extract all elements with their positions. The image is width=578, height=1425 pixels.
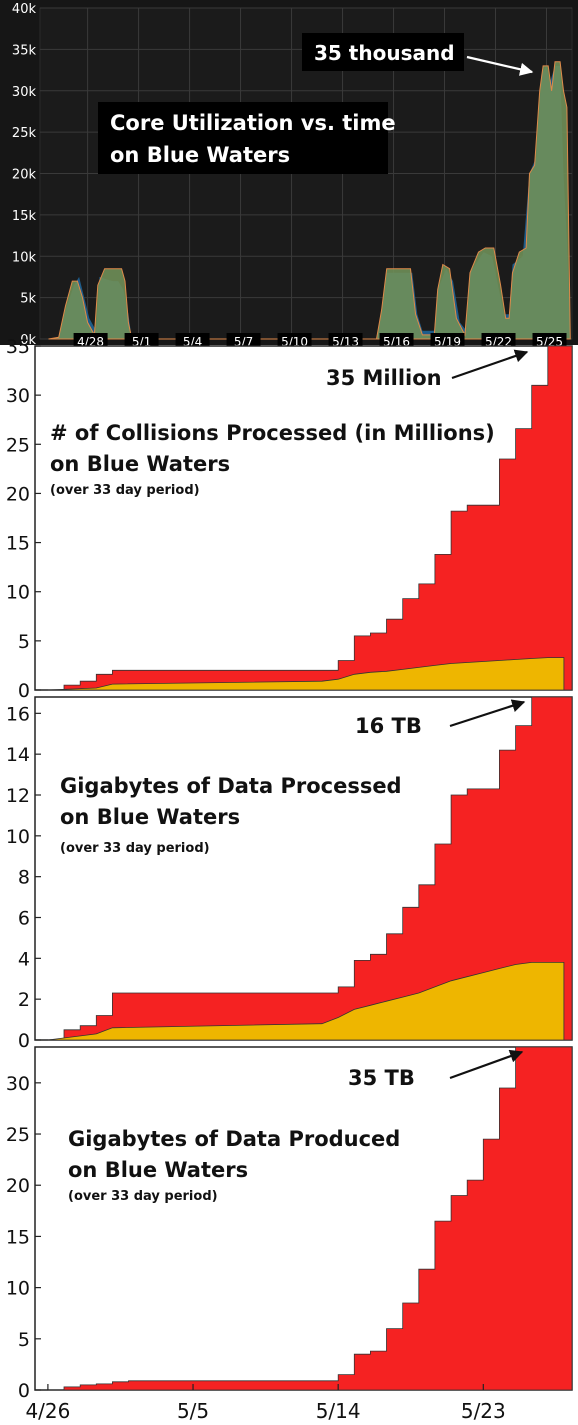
title-background (98, 102, 388, 174)
ytick-label: 25k (12, 126, 37, 141)
ytick-label: 0k (20, 333, 36, 348)
chart-title: on Blue Waters (68, 1158, 248, 1182)
ytick-label: 0 (18, 1030, 30, 1052)
annotation-arrow (466, 55, 534, 76)
ytick-label: 35 (6, 336, 30, 358)
chart-panel-3: 0 2 4 6 8 10 12 14 16 Gigabytes of Data Processed… (6, 696, 573, 1052)
series-area-1 (47, 696, 573, 1041)
xtick-label: 5/23 (461, 1399, 506, 1423)
ytick-label: 30 (6, 385, 30, 407)
ytick-label: 0 (18, 680, 30, 702)
chart-title: Gigabytes of Data Produced (68, 1127, 400, 1151)
xtick-label-bg (532, 333, 567, 349)
annotation-label: 35 Million (326, 366, 442, 390)
ytick-label: 20 (6, 1175, 30, 1197)
ytick-label: 25 (6, 1124, 30, 1146)
ytick-label: 30k (12, 85, 37, 100)
annotation-background (302, 33, 464, 71)
ytick-label: 10 (6, 1278, 30, 1300)
series-area-1 (47, 1046, 573, 1391)
chart-title: on Blue Waters (60, 805, 240, 829)
chart-title: on Blue Waters (50, 452, 230, 476)
chart-title: Core Utilization vs. time (110, 111, 396, 135)
ytick-label: 15 (6, 533, 30, 555)
chart-subtitle: (over 33 day period) (50, 483, 200, 498)
ytick-label: 12 (6, 785, 30, 807)
ytick-label: 14 (6, 744, 30, 766)
ytick-label: 5k (20, 292, 36, 307)
series-area-2 (48, 61, 571, 340)
chart-title: Gigabytes of Data Processed (60, 774, 402, 798)
ytick-label: 10 (6, 582, 30, 604)
ytick-label: 20k (12, 168, 37, 183)
xtick-label: 5/5 (177, 1399, 209, 1423)
annotation-label: 35 TB (348, 1066, 415, 1090)
ytick-label: 35k (12, 43, 37, 58)
xtick-label-bg (379, 333, 414, 349)
xtick-label: 4/26 (25, 1399, 70, 1423)
ytick-label: 5 (18, 1329, 30, 1351)
annotation-label: 35 thousand (314, 41, 455, 65)
ytick-label: 6 (18, 908, 30, 930)
ytick-label: 15 (6, 1226, 30, 1248)
chart-subtitle: (over 33 day period) (68, 1189, 218, 1204)
ytick-label: 15k (12, 209, 37, 224)
ytick-label: 20 (6, 483, 30, 505)
annotation-arrow (451, 349, 529, 380)
ytick-label: 2 (18, 989, 30, 1011)
chart-title: # of Collisions Processed (in Millions) (50, 421, 495, 445)
chart-panel-4: 0 5 10 15 20 25 30 4/26 5/5 5/14 5/23 Gigabytes of … (6, 1046, 573, 1423)
ytick-label: 8 (18, 867, 30, 889)
xtick-label-bg (277, 333, 312, 349)
xtick-label-bg (124, 333, 159, 349)
ytick-label: 0 (18, 1380, 30, 1402)
ytick-label: 10 (6, 826, 30, 848)
xtick-label-bg (175, 333, 210, 349)
ytick-label: 16 (6, 703, 30, 725)
chart-subtitle: (over 33 day period) (60, 841, 210, 856)
xtick-label-bg (226, 333, 261, 349)
ytick-label: 30 (6, 1073, 30, 1095)
series-area-2 (47, 962, 565, 1041)
xtick-label: 5/14 (316, 1399, 361, 1423)
ytick-label: 5 (18, 631, 30, 653)
xtick-label-bg (481, 333, 516, 349)
annotation-arrow (449, 699, 526, 728)
series-area-1 (47, 345, 573, 691)
chart-panel-2: 0 5 10 15 20 25 30 35 # of Collisions Processed … (6, 336, 573, 702)
ytick-label: 25 (6, 434, 30, 456)
xtick-label-bg (73, 333, 108, 349)
ytick-label: 40k (12, 2, 37, 17)
annotation-arrow (449, 1049, 524, 1080)
series-area-2 (47, 657, 565, 691)
xtick-label-bg (328, 333, 363, 349)
xtick-label-bg (430, 333, 465, 349)
chart-title: on Blue Waters (110, 143, 290, 167)
ytick-label: 4 (18, 948, 30, 970)
ytick-label: 10k (12, 250, 37, 265)
annotation-label: 16 TB (355, 714, 422, 738)
